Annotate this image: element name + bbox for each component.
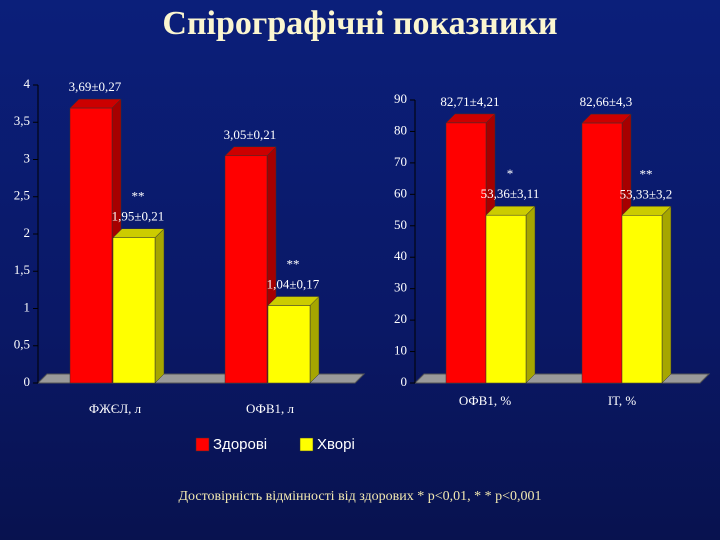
bar-top bbox=[485, 205, 536, 216]
legend-label: Хворі bbox=[317, 436, 355, 453]
bar-side bbox=[309, 295, 320, 384]
x-tick-label: ІТ, % bbox=[608, 393, 636, 408]
value-label: 1,95±0,21 bbox=[112, 209, 165, 224]
significance-mark: ** bbox=[287, 257, 300, 272]
bar-top bbox=[581, 113, 632, 124]
value-label: 3,69±0,27 bbox=[69, 79, 122, 94]
bar-top bbox=[445, 113, 496, 124]
value-label: 53,36±3,11 bbox=[481, 186, 540, 201]
y-tick-label: 20 bbox=[394, 311, 407, 326]
y-tick-label: 40 bbox=[394, 248, 407, 263]
bar-top bbox=[224, 146, 277, 157]
bar-side bbox=[154, 228, 165, 384]
bar-side bbox=[661, 205, 672, 384]
bar bbox=[112, 237, 156, 384]
y-tick-label: 0 bbox=[401, 374, 408, 389]
significance-mark: ** bbox=[640, 166, 653, 181]
x-tick-label: ФЖЄЛ, л bbox=[89, 401, 142, 416]
y-tick-label: 2 bbox=[24, 225, 31, 240]
legend-swatch bbox=[195, 437, 210, 452]
y-tick-label: 70 bbox=[394, 154, 407, 169]
x-tick-label: ОФВ1, % bbox=[459, 393, 511, 408]
bar-side bbox=[525, 205, 536, 384]
bar bbox=[485, 214, 527, 384]
bar bbox=[445, 122, 487, 384]
legend-label: Здорові bbox=[213, 436, 267, 453]
bar bbox=[581, 122, 623, 384]
y-tick-label: 90 bbox=[394, 91, 407, 106]
value-label: 82,71±4,21 bbox=[440, 94, 499, 109]
bar bbox=[69, 107, 113, 384]
bar-top bbox=[267, 296, 320, 306]
y-tick-label: 4 bbox=[24, 76, 31, 91]
y-tick-label: 2,5 bbox=[14, 188, 30, 203]
legend-swatch bbox=[299, 437, 314, 452]
y-tick-label: 60 bbox=[394, 185, 407, 200]
y-tick-label: 1 bbox=[24, 299, 31, 314]
significance-mark: * bbox=[507, 166, 514, 181]
bar bbox=[224, 155, 268, 384]
bar-top bbox=[621, 206, 672, 216]
value-label: 53,33±3,2 bbox=[620, 186, 673, 201]
value-label: 1,04±0,17 bbox=[267, 277, 320, 292]
y-tick-label: 3,5 bbox=[14, 113, 30, 128]
value-label: 82,66±4,3 bbox=[580, 94, 633, 109]
y-tick-label: 1,5 bbox=[14, 262, 30, 277]
footnote: Достовірність відмінності від здорових *… bbox=[179, 489, 542, 504]
y-tick-label: 80 bbox=[394, 122, 407, 137]
bar-top bbox=[69, 98, 122, 109]
y-tick-label: 3 bbox=[24, 150, 31, 165]
y-tick-label: 30 bbox=[394, 280, 407, 295]
y-tick-label: 0 bbox=[24, 374, 31, 389]
y-tick-label: 0,5 bbox=[14, 337, 30, 352]
value-label: 3,05±0,21 bbox=[224, 127, 277, 142]
slide-title: Спірографічні показники bbox=[162, 5, 557, 42]
bar bbox=[621, 215, 663, 384]
bar bbox=[267, 305, 311, 384]
significance-mark: ** bbox=[132, 189, 145, 204]
bar-top bbox=[112, 228, 165, 238]
y-tick-label: 10 bbox=[394, 343, 407, 358]
x-tick-label: ОФВ1, л bbox=[246, 401, 294, 416]
y-tick-label: 50 bbox=[394, 217, 407, 232]
